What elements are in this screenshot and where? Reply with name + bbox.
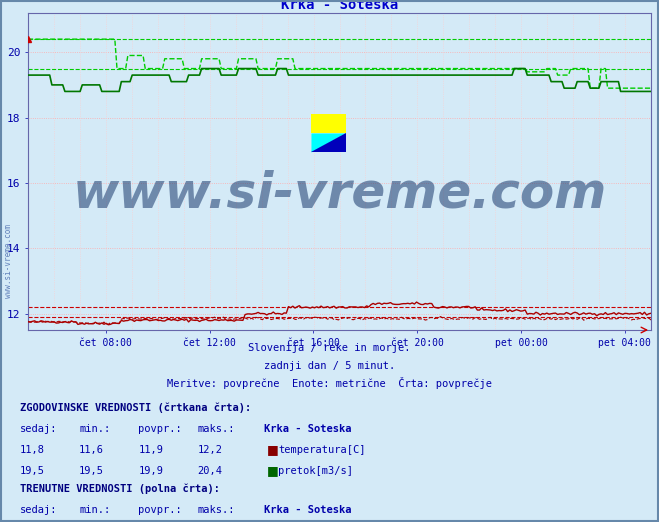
- Text: temperatura[C]: temperatura[C]: [278, 445, 366, 455]
- Text: Krka - Soteska: Krka - Soteska: [264, 424, 351, 434]
- Text: pretok[m3/s]: pretok[m3/s]: [278, 466, 353, 476]
- Text: www.si-vreme.com: www.si-vreme.com: [4, 224, 13, 298]
- Text: Krka - Soteska: Krka - Soteska: [264, 505, 351, 515]
- Text: 11,9: 11,9: [138, 445, 163, 455]
- Text: min.:: min.:: [79, 505, 110, 515]
- Text: povpr.:: povpr.:: [138, 424, 182, 434]
- Polygon shape: [312, 134, 346, 152]
- Text: zadnji dan / 5 minut.: zadnji dan / 5 minut.: [264, 361, 395, 371]
- Text: Slovenija / reke in morje.: Slovenija / reke in morje.: [248, 343, 411, 353]
- Text: ZGODOVINSKE VREDNOSTI (črtkana črta):: ZGODOVINSKE VREDNOSTI (črtkana črta):: [20, 402, 251, 413]
- Text: min.:: min.:: [79, 424, 110, 434]
- Text: 12,2: 12,2: [198, 445, 223, 455]
- FancyBboxPatch shape: [312, 114, 346, 134]
- Text: 11,6: 11,6: [79, 445, 104, 455]
- Text: 11,8: 11,8: [20, 445, 45, 455]
- Text: TRENUTNE VREDNOSTI (polna črta):: TRENUTNE VREDNOSTI (polna črta):: [20, 484, 219, 494]
- Text: sedaj:: sedaj:: [20, 424, 57, 434]
- Text: ■: ■: [267, 443, 279, 456]
- Text: sedaj:: sedaj:: [20, 505, 57, 515]
- Text: 19,9: 19,9: [138, 466, 163, 476]
- Text: maks.:: maks.:: [198, 424, 235, 434]
- Text: 19,5: 19,5: [20, 466, 45, 476]
- Text: 19,5: 19,5: [79, 466, 104, 476]
- Text: povpr.:: povpr.:: [138, 505, 182, 515]
- Text: www.si-vreme.com: www.si-vreme.com: [72, 170, 607, 218]
- Text: Meritve: povprečne  Enote: metrične  Črta: povprečje: Meritve: povprečne Enote: metrične Črta:…: [167, 377, 492, 389]
- Text: ■: ■: [267, 464, 279, 477]
- Text: maks.:: maks.:: [198, 505, 235, 515]
- Title: Krka - Soteska: Krka - Soteska: [281, 0, 398, 12]
- Polygon shape: [312, 134, 346, 152]
- Text: 20,4: 20,4: [198, 466, 223, 476]
